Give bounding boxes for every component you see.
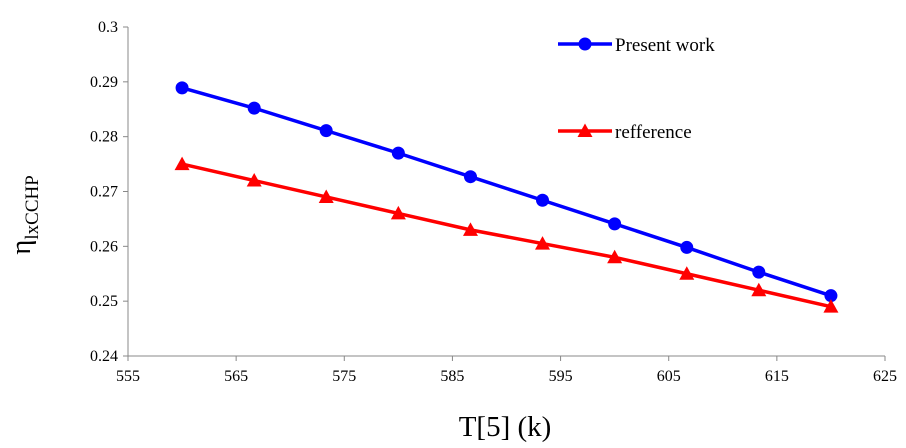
legend-marker [578,37,592,51]
series-2 [174,156,839,313]
legend-label: refference [615,122,692,143]
data-point [247,101,261,115]
x-tick-label: 585 [440,368,464,385]
plot-area: 555 565 575 585 595 605 615 625 0.240.250.260.2… [90,19,897,385]
series-layer [174,81,839,313]
y-axis-title: ηlxCCHP [5,175,43,255]
x-tick-label: 555 [116,368,140,385]
data-point [174,156,190,171]
x-tick-label: 605 [657,368,681,385]
y-tick-label: 0.28 [90,129,118,146]
x-tick-label: 625 [873,368,897,385]
x-axis-title: T[5] (k) [459,411,552,443]
x-tick-label: 575 [332,368,356,385]
data-point [390,205,406,220]
data-point [175,81,189,95]
legend-marker [577,123,593,137]
x-tick-label: 615 [765,368,789,385]
data-point [536,193,550,207]
data-point [751,282,767,297]
y-tick-label: 0.25 [90,293,118,310]
legend-entry: Present work [558,35,715,56]
data-point [679,266,695,280]
y-tick-label: 0.27 [90,184,118,201]
legend: Present work refference [558,35,715,143]
series-line [181,162,832,309]
data-point [680,240,694,254]
x-tick-label: 565 [224,368,248,385]
data-point [535,236,551,250]
series-line [181,86,832,298]
data-point [319,124,333,138]
data-point [318,189,334,203]
data-point [391,146,405,160]
y-axis-title-symbol: η [5,240,37,255]
x-axis-ticks: 555 565 575 585 595 605 615 625 [116,356,897,385]
data-point [246,173,262,187]
y-tick-label: 0.26 [90,238,118,255]
data-point [752,265,766,279]
series-1 [175,81,838,303]
data-point [463,170,477,184]
y-tick-label: 0.3 [98,19,118,36]
legend-label: Present work [615,35,715,56]
x-tick-label: 595 [549,368,573,385]
y-axis-ticks: 0.24 0.25 0.26 0.27 0.28 0.29 0.3 [90,19,128,365]
y-tick-label: 0.24 [90,348,118,365]
data-point [608,217,622,231]
data-point [823,299,839,313]
y-axis-title-subscript: lxCCHP [22,175,43,239]
data-point [462,222,478,236]
y-tick-label: 0.29 [90,74,118,91]
legend-entry: refference [558,122,692,143]
data-point [824,289,838,303]
data-point [607,249,623,264]
